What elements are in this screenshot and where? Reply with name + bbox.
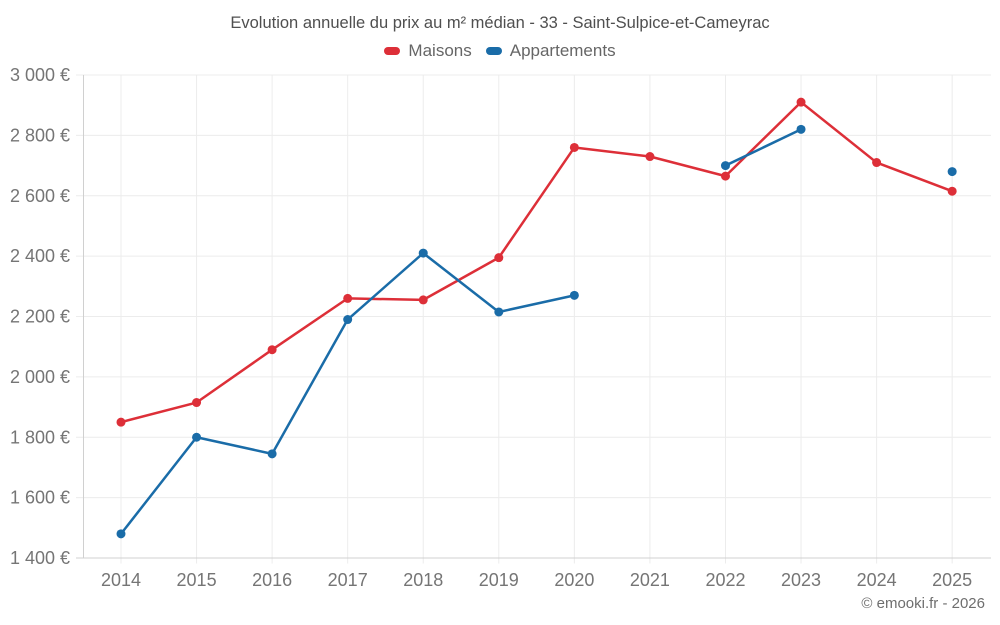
x-axis-tick-label: 2021 <box>630 570 670 590</box>
x-axis-tick-label: 2014 <box>101 570 141 590</box>
series-appartements-line-segment <box>497 294 576 314</box>
data-point-maisons-2022[interactable] <box>720 171 730 181</box>
legend-label: Appartements <box>509 41 616 60</box>
x-axis-tick-label: 2016 <box>252 570 292 590</box>
y-axis-tick-label: 1 800 € <box>10 427 70 447</box>
series-appartements-line-segment <box>195 436 274 456</box>
x-axis-tick-label: 2022 <box>705 570 745 590</box>
series-maisons-line-segment <box>346 297 425 302</box>
data-point-appartements-2017[interactable] <box>343 315 353 325</box>
legend-swatch-appartements <box>485 47 502 55</box>
x-axis-tick-label: 2017 <box>328 570 368 590</box>
y-axis-tick-label: 1 400 € <box>10 548 70 568</box>
data-point-maisons-2025[interactable] <box>947 186 957 196</box>
y-axis-tick-label: 2 600 € <box>10 186 70 206</box>
legend-swatch-maisons <box>384 47 401 55</box>
data-point-appartements-2020[interactable] <box>569 290 579 300</box>
x-axis-tick-label: 2023 <box>781 570 821 590</box>
x-axis-tick-label: 2025 <box>932 570 972 590</box>
data-point-appartements-2025[interactable] <box>947 167 957 177</box>
data-point-maisons-2024[interactable] <box>872 158 882 168</box>
data-point-appartements-2019[interactable] <box>494 307 504 317</box>
chart-legend: Maisons Appartements <box>0 41 1000 61</box>
series-maisons-line-segment <box>497 146 576 259</box>
y-axis-tick-label: 2 800 € <box>10 125 70 145</box>
data-point-appartements-2023[interactable] <box>796 124 806 134</box>
series-maisons-line-segment <box>648 155 727 178</box>
series-maisons-line-segment <box>195 348 274 404</box>
series-maisons-line-segment <box>875 161 954 193</box>
series-appartements-line-segment <box>119 436 198 536</box>
series-maisons-line-segment <box>270 297 349 351</box>
data-point-appartements-2014[interactable] <box>116 529 126 539</box>
series-maisons-line-segment <box>573 146 652 158</box>
series-maisons-line-segment <box>724 100 803 178</box>
data-point-maisons-2018[interactable] <box>418 295 428 305</box>
data-point-appartements-2016[interactable] <box>267 449 277 459</box>
series-maisons-line-segment <box>119 401 198 424</box>
y-axis-tick-label: 3 000 € <box>10 65 70 85</box>
data-point-maisons-2021[interactable] <box>645 152 655 162</box>
data-point-appartements-2018[interactable] <box>418 248 428 258</box>
data-point-maisons-2017[interactable] <box>343 293 353 303</box>
y-axis-tick-label: 1 600 € <box>10 488 70 508</box>
y-axis-tick-label: 2 200 € <box>10 307 70 327</box>
series-appartements-line-segment <box>421 251 501 314</box>
x-axis-tick-label: 2024 <box>857 570 897 590</box>
y-axis-tick-label: 2 400 € <box>10 246 70 266</box>
watermark-credit: © emooki.fr - 2026 <box>861 595 985 612</box>
x-axis-tick-label: 2019 <box>479 570 519 590</box>
data-point-maisons-2019[interactable] <box>494 253 504 263</box>
data-point-maisons-2020[interactable] <box>569 142 579 152</box>
y-axis-tick-label: 2 000 € <box>10 367 70 387</box>
chart-title: Evolution annuelle du prix au m² médian … <box>230 14 770 32</box>
data-point-maisons-2023[interactable] <box>796 97 806 107</box>
series-maisons-line-segment <box>421 256 501 302</box>
series-appartements-line-segment <box>346 251 425 321</box>
x-axis-tick-label: 2018 <box>403 570 443 590</box>
x-axis-tick-label: 2015 <box>177 570 217 590</box>
data-point-appartements-2015[interactable] <box>192 432 202 442</box>
data-point-maisons-2016[interactable] <box>267 345 277 355</box>
series-appartements-line-segment <box>724 128 803 167</box>
data-point-appartements-2022[interactable] <box>720 161 730 171</box>
series-maisons-line-segment <box>799 100 878 164</box>
legend-item-maisons[interactable]: Maisons <box>384 41 472 61</box>
data-point-maisons-2014[interactable] <box>116 417 126 427</box>
legend-item-appartements[interactable]: Appartements <box>485 41 616 61</box>
data-point-maisons-2015[interactable] <box>192 398 202 408</box>
x-axis-tick-label: 2020 <box>554 570 594 590</box>
series-appartements-line-segment <box>270 318 349 456</box>
legend-label: Maisons <box>408 41 472 60</box>
